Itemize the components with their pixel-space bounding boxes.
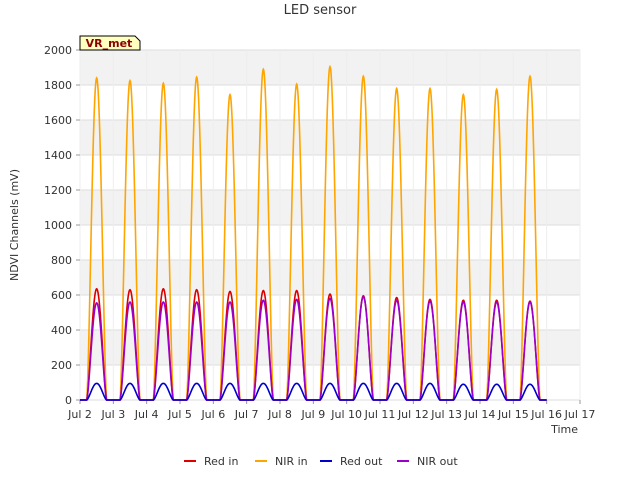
x-tick-label: Jul 16 xyxy=(530,408,562,421)
x-tick-label: Jul 13 xyxy=(430,408,462,421)
legend-item: NIR in xyxy=(255,455,308,468)
grid-lines xyxy=(79,49,581,401)
y-tick-label: 200 xyxy=(51,359,72,372)
legend: Red in NIR in Red out NIR out xyxy=(184,455,458,468)
x-tick-label: Jul 6 xyxy=(200,408,225,421)
legend-item: Red in xyxy=(184,455,238,468)
station-badge: VR_met xyxy=(79,35,141,51)
x-tick-label: Jul 12 xyxy=(397,408,429,421)
x-tick-label: Jul 3 xyxy=(100,408,125,421)
y-tick-label: 2000 xyxy=(44,44,72,57)
legend-label: Red in xyxy=(204,455,238,468)
x-tick-label: Jul 8 xyxy=(267,408,292,421)
x-tick-label: Jul 15 xyxy=(497,408,529,421)
y-axis-ticks: 0 200 400 600 800 1000 1200 1400 1600 1800 2000 xyxy=(44,44,80,407)
x-tick-label: Jul 9 xyxy=(300,408,325,421)
y-tick-label: 1600 xyxy=(44,114,72,127)
plot-band xyxy=(80,260,580,295)
plot-band xyxy=(80,120,580,155)
legend-item: Red out xyxy=(320,455,383,468)
y-tick-label: 0 xyxy=(65,394,72,407)
x-tick-label: Jul 4 xyxy=(134,408,159,421)
station-badge-label: VR_met xyxy=(86,37,133,50)
x-tick-label: Jul 7 xyxy=(234,408,259,421)
plot-band xyxy=(80,330,580,365)
x-axis-title: Time xyxy=(550,423,578,436)
x-tick-label: Jul 5 xyxy=(167,408,192,421)
y-tick-label: 600 xyxy=(51,289,72,302)
chart-title: LED sensor xyxy=(284,3,357,18)
y-tick-label: 400 xyxy=(51,324,72,337)
x-tick-label: Jul 11 xyxy=(364,408,396,421)
legend-label: NIR out xyxy=(417,455,458,468)
x-tick-label: Jul 2 xyxy=(67,408,92,421)
x-tick-label: Jul 14 xyxy=(464,408,496,421)
y-tick-label: 800 xyxy=(51,254,72,267)
y-tick-label: 1400 xyxy=(44,149,72,162)
x-tick-label: Jul 10 xyxy=(330,408,362,421)
legend-label: Red out xyxy=(340,455,383,468)
x-tick-label: Jul 17 xyxy=(564,408,596,421)
series-lines xyxy=(80,64,547,401)
series-line-red-out xyxy=(80,382,547,401)
x-axis-ticks: Jul 2 Jul 3 Jul 4 Jul 5 Jul 6 Jul 7 Jul 8 Jul 9… xyxy=(67,400,595,421)
plot-band xyxy=(80,190,580,225)
y-axis-title: NDVI Channels (mV) xyxy=(8,169,21,281)
y-tick-label: 1800 xyxy=(44,79,72,92)
legend-label: NIR in xyxy=(275,455,308,468)
y-tick-label: 1200 xyxy=(44,184,72,197)
legend-item: NIR out xyxy=(397,455,458,468)
y-tick-label: 1000 xyxy=(44,219,72,232)
